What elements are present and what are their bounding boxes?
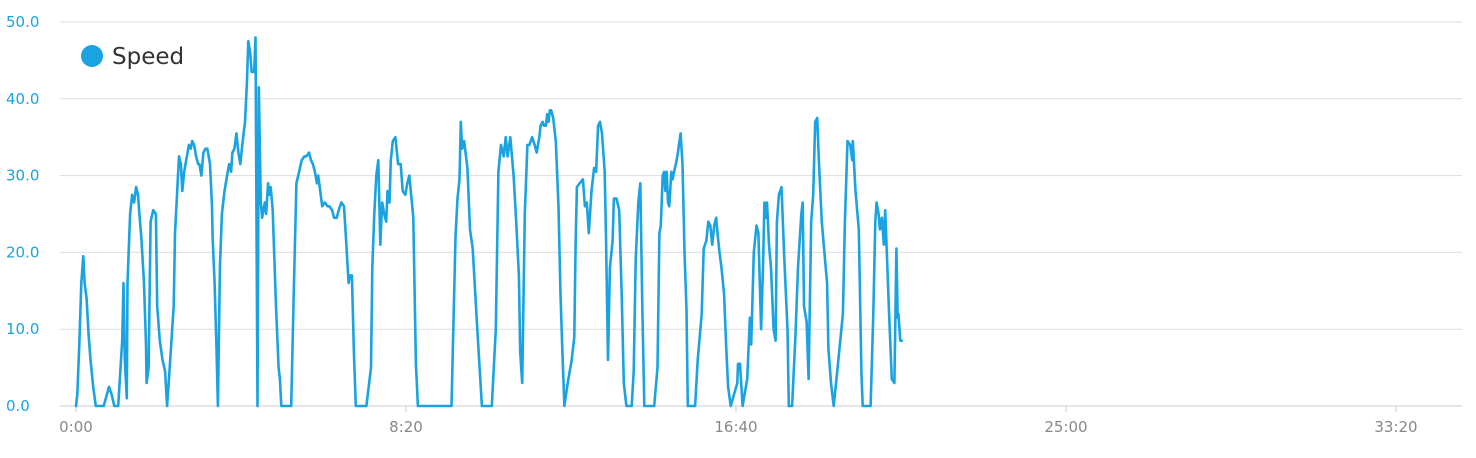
y-axis-ticks: 0.0 10.0 20.0 30.0 40.0 50.0 <box>6 13 39 415</box>
legend[interactable]: Speed <box>81 44 184 70</box>
series-line-speed <box>74 36 903 408</box>
x-tick-label: 33:20 <box>1374 418 1417 436</box>
y-tick-label: 50.0 <box>6 13 39 31</box>
x-tick-label: 0:00 <box>59 418 93 436</box>
x-tick-label: 16:40 <box>714 418 757 436</box>
y-tick-label: 20.0 <box>6 243 39 261</box>
series-layer <box>74 36 903 408</box>
y-tick-label: 40.0 <box>6 90 39 108</box>
x-axis-ticks: 0:00 8:20 16:40 25:00 33:20 <box>59 406 1418 436</box>
y-tick-label: 30.0 <box>6 167 39 185</box>
x-tick-label: 8:20 <box>389 418 423 436</box>
legend-swatch-speed <box>81 45 103 67</box>
legend-label-speed: Speed <box>112 44 184 70</box>
gridlines <box>60 21 1462 407</box>
y-tick-label: 0.0 <box>6 397 30 415</box>
y-tick-label: 10.0 <box>6 320 39 338</box>
x-tick-label: 25:00 <box>1044 418 1087 436</box>
